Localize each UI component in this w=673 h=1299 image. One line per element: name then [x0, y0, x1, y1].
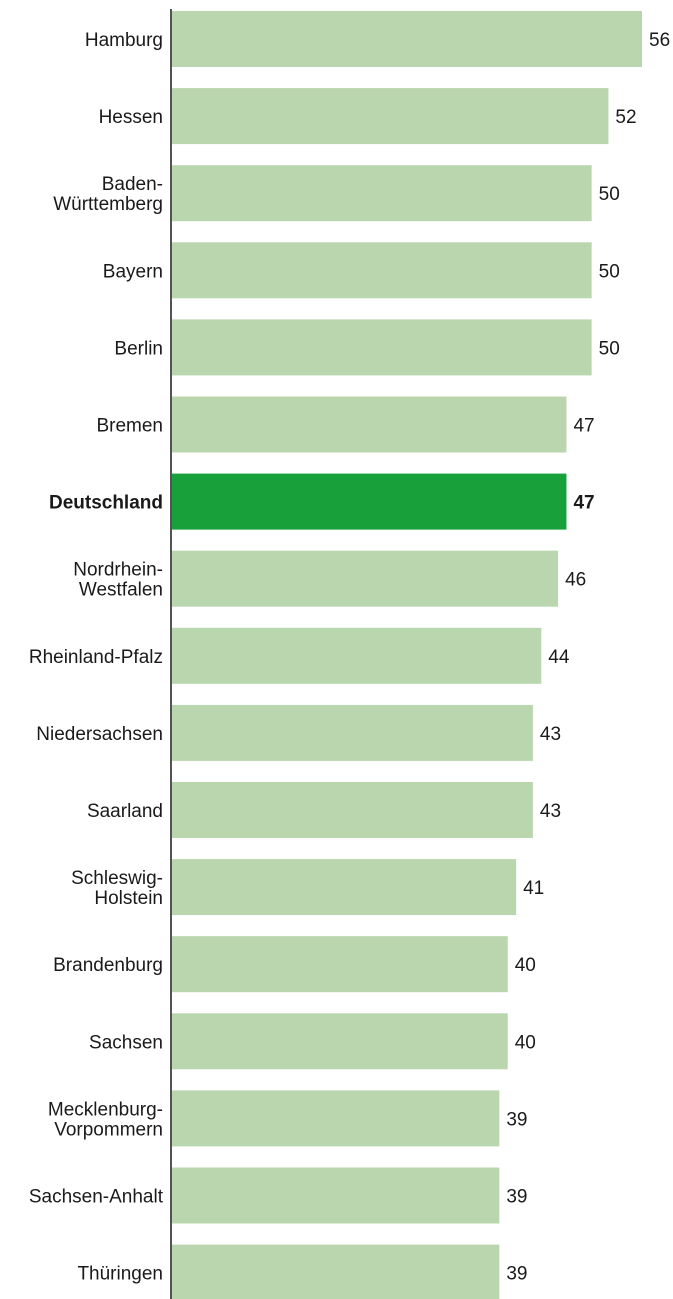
bar-6	[172, 473, 567, 530]
value-label-9: 43	[540, 724, 561, 745]
category-label-2: Baden-Württemberg	[53, 174, 163, 215]
category-label-11: Schleswig-Holstein	[71, 868, 163, 909]
value-label-2: 50	[599, 184, 620, 205]
value-label-15: 39	[506, 1187, 527, 1208]
value-label-12: 40	[515, 955, 536, 976]
bar-4	[172, 319, 592, 376]
bar-1	[172, 88, 609, 145]
category-label-14: Mecklenburg-Vorpommern	[48, 1099, 163, 1140]
category-label-15: Sachsen-Anhalt	[29, 1187, 164, 1208]
category-label-4: Berlin	[114, 338, 163, 359]
value-label-16: 39	[506, 1264, 527, 1285]
value-label-10: 43	[540, 801, 561, 822]
bar-14	[172, 1090, 500, 1147]
category-label-0: Hamburg	[85, 30, 163, 51]
category-label-6: Deutschland	[49, 493, 163, 514]
bar-11	[172, 859, 517, 916]
category-label-7: Nordrhein-Westfalen	[73, 560, 163, 601]
bar-3	[172, 242, 592, 299]
category-labels-group: Hamburg Hessen Baden-Württemberg Bayern Berl…	[29, 30, 164, 1285]
bar-15	[172, 1167, 500, 1224]
value-label-5: 47	[573, 416, 594, 437]
value-label-4: 50	[599, 338, 620, 359]
value-label-6: 47	[573, 493, 594, 514]
category-label-1: Hessen	[99, 107, 163, 128]
value-label-13: 40	[515, 1032, 536, 1053]
bars-group	[172, 11, 642, 1299]
bar-0	[172, 11, 642, 67]
category-label-13: Sachsen	[89, 1032, 163, 1053]
category-label-12: Brandenburg	[53, 955, 163, 976]
value-label-1: 52	[615, 107, 636, 128]
category-label-10: Saarland	[87, 801, 163, 822]
value-labels-group: 56 52 50 50 50 47 47 46 44 43 43 41 40 40 39 39 39	[506, 30, 670, 1285]
bar-9	[172, 704, 533, 761]
bar-16	[172, 1244, 500, 1299]
value-label-11: 41	[523, 878, 544, 899]
bar-10	[172, 782, 533, 838]
bar-7	[172, 550, 559, 607]
bar-12	[172, 936, 508, 993]
bar-8	[172, 627, 542, 684]
category-label-9: Niedersachsen	[36, 724, 163, 745]
bar-13	[172, 1013, 508, 1070]
value-label-7: 46	[565, 570, 586, 591]
value-label-8: 44	[548, 647, 570, 668]
bar-2	[172, 165, 592, 222]
category-label-8: Rheinland-Pfalz	[29, 647, 163, 668]
value-label-3: 50	[599, 261, 620, 282]
category-label-5: Bremen	[96, 416, 163, 437]
category-label-16: Thüringen	[77, 1264, 163, 1285]
category-label-3: Bayern	[103, 261, 163, 282]
value-label-0: 56	[649, 30, 670, 51]
value-label-14: 39	[506, 1109, 527, 1130]
bar-5	[172, 396, 567, 453]
